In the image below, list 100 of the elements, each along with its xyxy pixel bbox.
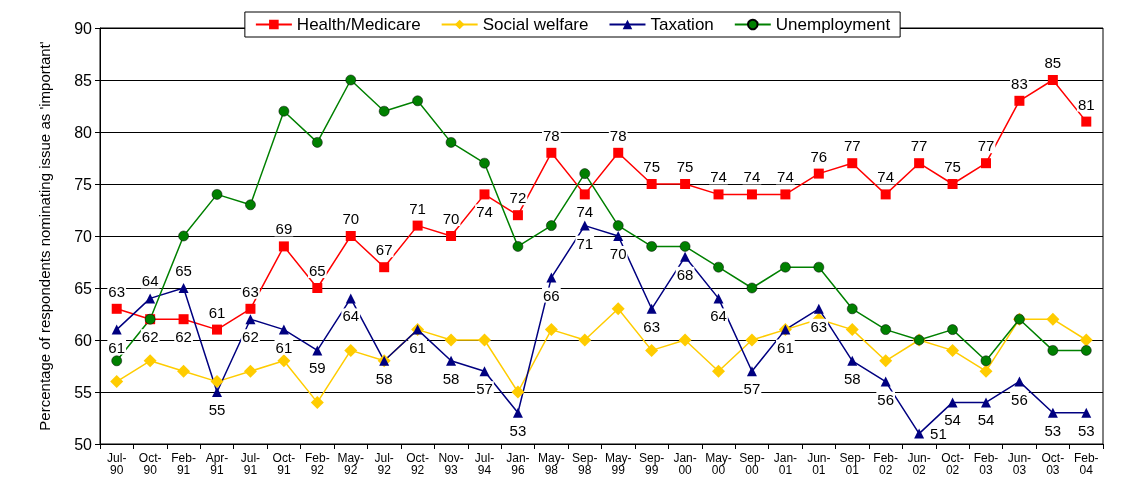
- data-label: 77: [910, 137, 928, 155]
- y-tick-label: 50: [74, 435, 93, 453]
- data-label: 85: [1044, 54, 1062, 71]
- data-label: 69: [275, 220, 293, 238]
- data-label: 63: [242, 282, 259, 300]
- data-label: 71: [409, 199, 426, 217]
- data-label: 78: [609, 126, 627, 144]
- data-label: 63: [810, 317, 828, 335]
- data-label: 53: [1077, 421, 1095, 439]
- data-label: 63: [643, 317, 660, 335]
- data-label: 74: [777, 168, 794, 186]
- x-tick-label: Jul-94: [474, 451, 495, 477]
- data-label: 61: [275, 338, 293, 356]
- y-tick-label: 55: [74, 383, 93, 401]
- x-tick-label: Jun-03: [1007, 451, 1032, 477]
- x-tick-label: Jul-91: [240, 451, 261, 477]
- data-label: 58: [375, 369, 393, 387]
- data-label: 68: [676, 265, 694, 283]
- data-label: 74: [743, 168, 761, 186]
- x-tick-label: Sep-00: [739, 451, 765, 477]
- data-label: 65: [308, 262, 326, 279]
- data-label: 67: [375, 241, 393, 259]
- data-label: 56: [1011, 390, 1028, 408]
- x-tick-label: Oct-02: [941, 451, 964, 477]
- data-label: 70: [609, 245, 627, 262]
- x-tick-label: Feb-02: [873, 451, 899, 477]
- legend-label: Health/Medicare: [296, 15, 421, 34]
- y-axis-title: Percentage of respondents nominating issue as 'important': [36, 41, 53, 431]
- data-label: 74: [476, 203, 493, 221]
- data-label: 51: [930, 425, 947, 443]
- data-label: 83: [1011, 74, 1028, 92]
- y-tick-label: 60: [74, 331, 93, 349]
- x-tick-label: Oct-03: [1041, 451, 1065, 477]
- x-tick-label: Feb-92: [304, 451, 330, 477]
- data-label: 53: [1044, 421, 1062, 439]
- x-tick-label: Feb-03: [973, 451, 999, 477]
- data-label: 59: [308, 359, 326, 377]
- x-tick-label: May-92: [337, 451, 365, 477]
- data-label: 58: [442, 369, 460, 387]
- data-label: 58: [843, 369, 861, 387]
- data-label: 76: [810, 147, 828, 165]
- data-label: 57: [743, 380, 761, 398]
- x-tick-label: Sep-99: [638, 451, 665, 477]
- data-label: 62: [141, 328, 159, 346]
- data-label: 74: [576, 203, 594, 221]
- x-tick-label: Jan-01: [773, 451, 798, 477]
- data-label: 64: [141, 272, 159, 290]
- x-tick-label: Jul-90: [107, 451, 127, 477]
- y-tick-label: 90: [74, 19, 93, 37]
- data-label: 72: [509, 189, 527, 207]
- data-label: 62: [175, 328, 192, 346]
- data-label: 55: [208, 401, 226, 418]
- data-label: 64: [710, 307, 727, 325]
- data-label: 75: [643, 158, 660, 175]
- x-tick-label: Sep-98: [572, 451, 598, 477]
- y-tick-label: 70: [74, 227, 93, 245]
- data-label: 56: [877, 390, 895, 408]
- x-tick-label: May-99: [604, 451, 632, 477]
- data-label: 61: [777, 338, 794, 356]
- data-label: 70: [442, 210, 460, 227]
- x-tick-label: Jul-92: [374, 451, 394, 477]
- data-label: 62: [242, 328, 259, 346]
- x-tick-label: Nov-93: [438, 451, 464, 477]
- data-label: 53: [509, 421, 527, 439]
- x-tick-label: Feb-04: [1073, 451, 1099, 477]
- y-tick-label: 75: [74, 175, 93, 193]
- y-tick-label: 85: [74, 71, 93, 89]
- legend-label: Unemployment: [775, 15, 891, 34]
- x-tick-label: Jun-02: [907, 451, 931, 477]
- data-label: 65: [175, 262, 192, 279]
- data-label: 81: [1077, 95, 1095, 113]
- data-label: 63: [108, 282, 126, 300]
- x-tick-label: Feb-91: [171, 451, 196, 477]
- data-label: 61: [108, 338, 126, 356]
- data-label: 61: [208, 303, 226, 321]
- data-label: 75: [676, 158, 694, 175]
- data-label: 61: [409, 338, 426, 356]
- data-label: 66: [543, 286, 560, 304]
- legend-label: Social welfare: [482, 15, 589, 34]
- y-tick-label: 65: [74, 279, 93, 297]
- data-label: 75: [944, 158, 961, 175]
- data-label: 71: [576, 234, 594, 252]
- x-tick-label: Jan-96: [506, 451, 530, 477]
- data-label: 78: [543, 126, 560, 144]
- x-tick-label: Jun-01: [807, 451, 831, 477]
- data-label: 70: [342, 210, 360, 227]
- data-label: 74: [877, 168, 895, 186]
- data-label: 54: [977, 411, 995, 429]
- data-label: 77: [977, 137, 995, 155]
- data-label: 54: [944, 411, 961, 429]
- data-label: 74: [710, 168, 727, 186]
- x-tick-label: May-98: [538, 451, 565, 477]
- data-label: 77: [843, 137, 861, 155]
- x-tick-label: Oct-90: [138, 451, 162, 477]
- data-label: 64: [342, 307, 360, 325]
- legend-label: Taxation: [650, 15, 714, 34]
- x-tick-label: Oct-92: [406, 451, 429, 477]
- x-tick-label: Jan-00: [673, 451, 697, 477]
- x-tick-label: Oct-91: [272, 451, 296, 477]
- y-tick-label: 80: [74, 123, 93, 141]
